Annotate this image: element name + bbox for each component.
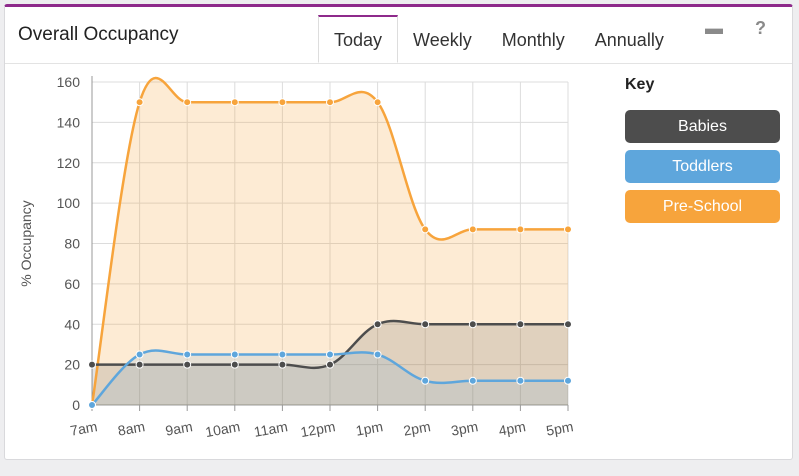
y-tick-label: 120 [57,155,81,171]
y-tick-label: 140 [57,114,81,130]
panel-header: Overall Occupancy Today Weekly Monthly A… [5,7,792,64]
key-item-pre-school[interactable]: Pre-School [625,190,780,223]
point-babies [468,320,477,329]
x-tick-label: 3pm [450,418,480,438]
point-toddlers [468,376,477,385]
x-tick-label: 9am [164,418,194,438]
point-toddlers [183,350,192,359]
tab-annually[interactable]: Annually [594,30,664,50]
area-babies [92,321,568,405]
point-toddlers [373,350,382,359]
point-toddlers [88,401,96,409]
tab-monthly[interactable]: Monthly [501,30,565,50]
point-toddlers [230,350,239,359]
x-tick-label: 7am [69,418,99,438]
point-pre-school [516,225,525,234]
period-tabs: Today Weekly Monthly Annually [318,15,679,63]
point-toddlers [278,350,287,359]
x-tick-label: 8am [117,418,147,438]
point-babies [135,360,144,369]
point-babies [183,360,192,369]
point-babies [326,360,334,369]
x-tick-label: 5pm [545,418,575,438]
point-pre-school [230,98,239,107]
y-tick-label: 160 [57,74,81,90]
key-item-babies[interactable]: Babies [625,110,780,143]
y-tick-label: 80 [64,236,80,252]
point-babies [230,360,239,369]
x-tick-label: 10am [204,418,241,440]
point-toddlers [516,376,525,385]
point-pre-school [564,225,572,234]
y-axis-label: % Occupancy [18,200,34,286]
point-toddlers [326,350,334,359]
x-tick-label: 4pm [497,418,527,438]
minimize-icon[interactable]: ▬ [705,18,723,38]
point-babies [564,320,572,329]
panel-title: Overall Occupancy [18,24,179,45]
point-pre-school [373,98,382,107]
x-tick-label: 12pm [299,418,336,440]
occupancy-chart: 0 20 40 60 80 100 120 140 160 7am 8am 9am 10am 11am 12… [18,74,575,440]
x-tick-label: 11am [253,418,289,440]
point-pre-school [278,98,287,107]
key-item-toddlers[interactable]: Toddlers [625,150,780,183]
point-pre-school [468,225,477,234]
x-tick-label: 1pm [355,418,385,438]
occupancy-panel: Overall Occupancy Today Weekly Monthly A… [4,4,793,460]
point-pre-school [326,98,334,107]
point-babies [88,360,96,369]
point-babies [373,320,382,329]
point-babies [278,360,287,369]
point-babies [421,320,430,329]
point-pre-school [135,98,144,107]
help-icon[interactable]: ? [755,18,766,38]
point-toddlers [135,350,144,359]
point-pre-school [421,225,430,234]
y-tick-label: 40 [64,316,80,332]
point-toddlers [564,376,572,385]
y-tick-label: 20 [64,357,80,373]
y-tick-label: 0 [72,397,80,413]
y-tick-label: 100 [57,195,81,211]
tab-today[interactable]: Today [318,15,399,63]
point-babies [516,320,525,329]
y-tick-label: 60 [64,276,80,292]
point-toddlers [421,376,430,385]
point-pre-school [183,98,192,107]
tab-weekly[interactable]: Weekly [413,30,472,50]
x-tick-label: 2pm [402,418,432,438]
key-title: Key [625,76,655,93]
